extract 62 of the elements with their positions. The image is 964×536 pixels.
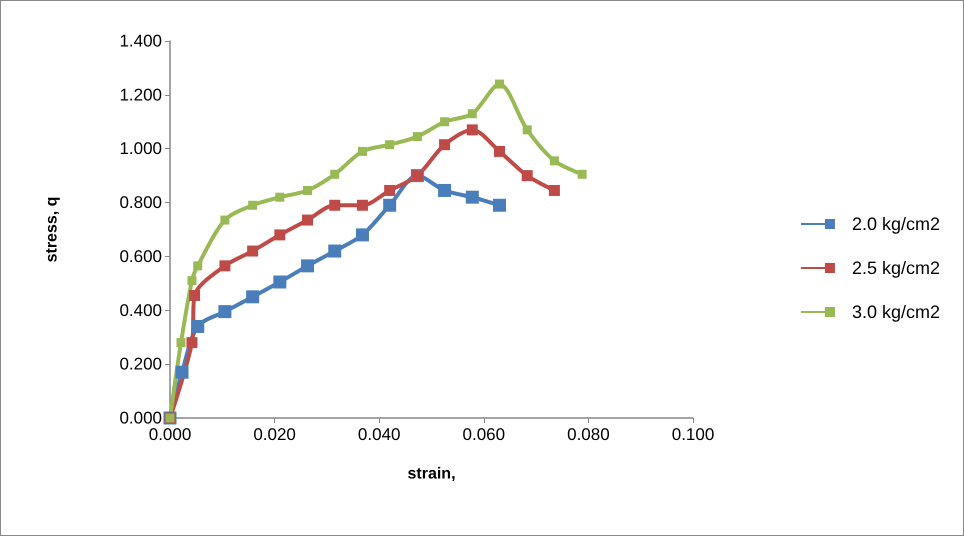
point (176, 366, 189, 379)
point (522, 125, 532, 134)
point (248, 200, 258, 210)
point (176, 338, 186, 348)
point (384, 184, 396, 196)
point (191, 320, 204, 333)
point (328, 244, 342, 258)
point (440, 117, 450, 126)
legend-label: 2.0 kg/cm2 (852, 214, 940, 234)
y-tick-label: 0.200 (119, 354, 162, 374)
y-tick-label: 1.000 (119, 139, 162, 158)
point (356, 200, 368, 211)
point (218, 305, 232, 318)
point (189, 290, 200, 301)
y-axis-title: stress, q (44, 196, 60, 262)
point (356, 228, 369, 242)
x-tick-label: 0.040 (358, 425, 400, 444)
point (301, 259, 314, 272)
point (494, 80, 504, 89)
point (275, 192, 284, 202)
point (302, 214, 314, 226)
y-tick-label: 1.200 (119, 85, 162, 104)
point (412, 132, 422, 142)
point (303, 186, 312, 195)
x-tick-label: 0.060 (462, 425, 506, 444)
point (439, 139, 450, 150)
point (438, 184, 452, 197)
point (273, 276, 286, 289)
y-tick-label: 0.400 (119, 300, 162, 320)
x-tick-label: 0.080 (567, 425, 610, 444)
point (550, 156, 559, 166)
point (578, 170, 587, 179)
y-tick-label: 1.400 (119, 32, 162, 50)
y-tick-label: 0.800 (119, 193, 162, 212)
point (468, 109, 477, 118)
point (383, 198, 396, 212)
point (522, 170, 533, 182)
point (246, 290, 260, 304)
point (220, 216, 230, 225)
x-tick-label: 0.000 (148, 425, 192, 444)
point (466, 124, 478, 136)
point (385, 140, 394, 150)
legend-label: 2.5 kg/cm2 (852, 258, 940, 278)
x-tick-label: 0.100 (672, 425, 714, 444)
point (548, 184, 560, 196)
y-tick-label: 0.000 (119, 408, 162, 428)
point (219, 260, 230, 272)
point (358, 146, 367, 156)
point (187, 276, 196, 286)
legend-label: 3.0 kg/cm2 (852, 302, 940, 322)
point (329, 200, 340, 211)
point (492, 198, 506, 212)
point (466, 190, 479, 204)
point (494, 146, 505, 157)
y-tick-label: 0.600 (119, 246, 162, 266)
point (186, 337, 198, 348)
point (247, 246, 258, 257)
x-axis-title: strain, (407, 466, 456, 482)
x-tick-label: 0.020 (253, 425, 296, 444)
point (274, 229, 286, 240)
point (330, 170, 340, 179)
point (193, 261, 202, 270)
